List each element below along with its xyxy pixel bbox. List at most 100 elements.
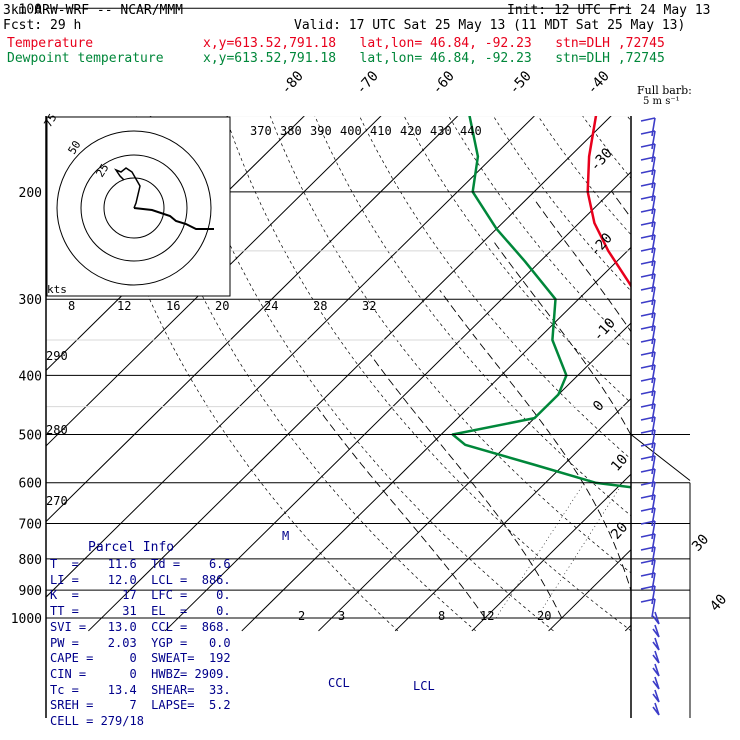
pressure-label: 200 (19, 186, 42, 201)
theta-e-label: 270 (46, 494, 68, 508)
wind-barb (640, 507, 656, 527)
wind-barb (640, 494, 656, 514)
mixing-ratio-label: 28 (313, 299, 327, 313)
mixing-ratio-label: 20 (215, 299, 229, 313)
wind-barb (640, 559, 656, 579)
dry-adiabat-line (403, 116, 631, 404)
parcel-info-title: Parcel Info (88, 540, 175, 555)
isotherm-line (318, 322, 631, 632)
melting-level-marker: M (282, 529, 289, 543)
wind-barb (640, 260, 656, 280)
pressure-label: 100 (19, 2, 42, 17)
wind-barb (640, 130, 656, 150)
wind-barb (640, 442, 656, 462)
wind-barb (652, 689, 660, 703)
wind-barb (652, 663, 660, 677)
dry-adiabat-line (675, 8, 740, 631)
mixing-ratio-label: 20 (537, 609, 551, 623)
wind-barb (640, 351, 656, 371)
dewpoint-profile (451, 116, 631, 489)
moist-adiabat-line (533, 198, 631, 333)
wind-barb (640, 117, 656, 137)
init-time: Init: 12 UTC Fri 24 May 13 (507, 3, 711, 18)
mixing-ratio-label: 2 (298, 609, 305, 623)
dewpoint-legend: Dewpoint temperature (7, 51, 164, 66)
dry-adiabat-line (91, 116, 399, 632)
isotherm-line (88, 116, 612, 632)
wind-barb (640, 598, 656, 618)
pressure-label: 500 (19, 428, 42, 443)
wind-barb (640, 247, 656, 267)
isotherm-line (46, 116, 382, 447)
isotherm-label: -50 (506, 68, 535, 98)
moist-adiabat-line (370, 354, 563, 619)
theta-label: 370 (250, 124, 272, 138)
valid-time: Valid: 17 UTC Sat 25 May 13 (11 MDT Sat … (294, 18, 686, 33)
dewpoint-location: x,y=613.52,791.18 lat,lon= 46.84, -92.23… (203, 51, 665, 66)
wind-barb (640, 520, 656, 540)
wind-barb (640, 455, 656, 475)
wind-barb (640, 377, 656, 397)
wind-barb (640, 468, 656, 488)
wind-barb (652, 637, 660, 651)
hodograph-ring (80, 154, 188, 262)
hodograph-units: kts (47, 283, 67, 296)
wind-barb (640, 182, 656, 202)
parcel-info-line: SVI = 13.0 CCL = 868. (50, 619, 231, 634)
theta-label: 430 (430, 124, 452, 138)
wind-barb (640, 195, 656, 215)
parcel-info-line: CAPE = 0 SWEAT= 192 (50, 651, 231, 666)
parcel-info-line: SREH = 7 LAPSE= 5.2 (50, 698, 231, 713)
isotherm-line (46, 116, 536, 598)
dry-adiabat-line (225, 116, 631, 632)
isotherm-label: 40 (707, 591, 730, 614)
dry-adiabat-line (714, 8, 740, 631)
wind-barb (640, 325, 656, 345)
moist-adiabat-line (492, 239, 631, 437)
pressure-label: 900 (19, 584, 42, 599)
wind-barb (652, 650, 660, 664)
fcst-value: 29 h (50, 18, 82, 33)
wind-barb (652, 624, 660, 638)
wind-barb (640, 533, 656, 553)
isotherm-line (46, 116, 305, 372)
isotherm-label: 20 (608, 519, 631, 542)
wind-barb (640, 208, 656, 228)
wind-barb (640, 481, 656, 501)
temperature-legend: Temperature (7, 36, 94, 51)
pressure-label: 400 (19, 369, 42, 384)
isotherm-label: -70 (353, 68, 382, 98)
wind-barb (640, 403, 656, 423)
isotherm-label: -40 (584, 68, 613, 98)
theta-e-label: 280 (46, 423, 68, 437)
fcst-label: Fcst: (3, 18, 43, 33)
pressure-label: 700 (19, 518, 42, 533)
plot-area (46, 0, 740, 632)
theta-label: 440 (460, 124, 482, 138)
theta-e-label: 290 (46, 349, 68, 363)
hodograph-ring-label: 25 (94, 161, 112, 179)
theta-label: 410 (370, 124, 392, 138)
wind-barb (640, 390, 656, 410)
wind-barb (640, 429, 656, 449)
hodograph-ring (103, 177, 165, 239)
temperature-location: x,y=613.52,791.18 lat,lon= 46.84, -92.23… (203, 36, 665, 51)
model-title: 3km ARW-WRF -- NCAR/MMM (3, 3, 184, 18)
parcel-info-line: TT = 31 EL = 0. (50, 604, 231, 619)
parcel-info-line: CELL = 279/18 (50, 714, 144, 729)
isotherm-label: 10 (608, 451, 631, 474)
wind-barb (640, 585, 656, 605)
mixing-ratio-label: 12 (480, 609, 494, 623)
moist-adiabat-line (708, 192, 740, 618)
isotherm-line (394, 397, 631, 632)
mixing-ratio-label: 8 (438, 609, 445, 623)
isotherm-line (702, 0, 740, 631)
moist-adiabat-line (316, 406, 486, 619)
hodograph-box (46, 116, 231, 297)
theta-label: 400 (340, 124, 362, 138)
wind-barb (652, 702, 660, 716)
hodograph-trace-lower (133, 207, 214, 230)
temperature-profile (586, 116, 631, 288)
parcel-info-line: T = 11.6 Td = 6.6 (50, 557, 231, 571)
